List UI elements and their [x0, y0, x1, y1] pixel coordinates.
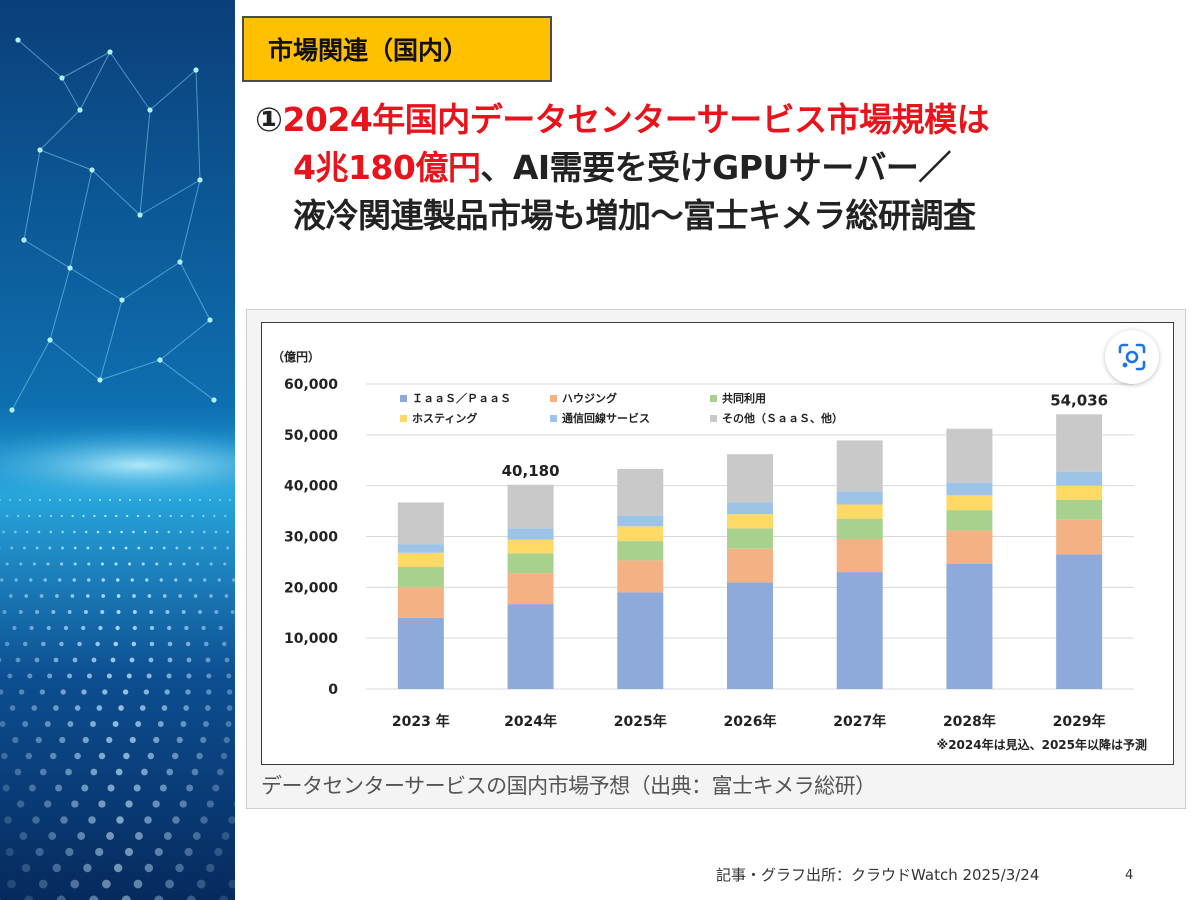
lens-glyph — [1118, 343, 1146, 371]
legend-swatch — [710, 415, 717, 422]
y-tick-label: 20,000 — [284, 580, 338, 596]
legend-label: 共同利用 — [722, 391, 766, 405]
slide-headline: ①2024年国内データセンターサービス市場規模は 4兆180億円、AI需要を受け… — [255, 96, 1195, 240]
bar-segment — [836, 504, 883, 519]
legend-swatch — [550, 415, 557, 422]
network-globe-graphic — [0, 0, 235, 900]
bar-segment — [507, 553, 554, 574]
bar-segment — [836, 440, 883, 492]
page-number: 4 — [1125, 868, 1134, 883]
legend-swatch — [710, 395, 717, 402]
legend-label: ホスティング — [412, 411, 477, 425]
y-tick-label: 60,000 — [284, 377, 338, 393]
bar-segment — [727, 528, 773, 549]
y-tick-label: 40,000 — [284, 479, 338, 495]
bar-segment — [946, 428, 993, 483]
bar-segment — [617, 592, 664, 689]
legend-swatch — [400, 395, 407, 402]
headline-line-2: 4兆180億円、AI需要を受けGPUサーバー／ — [255, 144, 1195, 192]
y-tick-label: 30,000 — [284, 530, 338, 546]
chart-frame: 0 10,000 20,000 30,000 40,000 50,000 60,000 20… — [261, 322, 1174, 765]
bar-segment — [507, 604, 554, 689]
bar-segment — [507, 539, 554, 554]
bar-segment — [946, 482, 993, 496]
bar-segment — [617, 468, 664, 516]
bar-segment — [727, 514, 773, 529]
bar-segment — [946, 563, 993, 689]
data-label: 54,036 — [1050, 391, 1108, 409]
bar-segment — [727, 502, 773, 515]
google-lens-icon[interactable] — [1105, 330, 1159, 384]
bar-segment — [507, 573, 554, 605]
x-tick-label: 2029年 — [1053, 713, 1106, 730]
y-axis-unit-label: （億円） — [272, 349, 320, 364]
legend-swatch — [550, 395, 557, 402]
headline-red-part-1: 2024年国内データセンターサービス市場規模は — [282, 100, 990, 139]
legend-swatch — [400, 415, 407, 422]
x-tick-label: 2023 年 — [392, 713, 450, 730]
bar-segment — [836, 572, 883, 689]
headline-marker: ① — [255, 100, 283, 139]
figure-caption: データセンターサービスの国内市場予想（出典：富士キメラ総研） — [261, 774, 876, 798]
headline-line-1: ①2024年国内データセンターサービス市場規模は — [255, 96, 1195, 144]
bar-segment — [727, 454, 773, 503]
legend-label: その他（ＳａａＳ、他） — [722, 411, 843, 425]
bar-segment — [397, 502, 444, 545]
bar-segment — [617, 515, 664, 527]
bar-segment — [1056, 499, 1103, 520]
bar-segment — [727, 548, 773, 583]
article-source: 記事・グラフ出所：クラウドWatch 2025/3/24 — [716, 866, 1040, 884]
legend-label: 通信回線サービス — [562, 411, 650, 425]
x-tick-label: 2024年 — [504, 713, 557, 730]
bar-segment — [397, 587, 444, 618]
bar-segment — [617, 541, 664, 561]
bar-segment — [397, 552, 444, 567]
bar-segment — [1056, 554, 1103, 689]
stacked-bar-chart: 0 10,000 20,000 30,000 40,000 50,000 60,000 20… — [272, 349, 1147, 752]
bar-segment — [1056, 471, 1103, 486]
bar-segment — [1056, 485, 1103, 500]
bar-segment — [1056, 414, 1103, 472]
headline-red-part-2: 4兆180億円 — [293, 148, 481, 187]
bar-segment — [946, 510, 993, 531]
y-tick-label: 10,000 — [284, 631, 338, 647]
legend-label: ハウジング — [562, 391, 617, 405]
bar-segment — [397, 567, 444, 588]
x-tick-label: 2025年 — [614, 713, 667, 730]
bar-segment — [946, 530, 993, 564]
y-tick-label: 50,000 — [284, 428, 338, 444]
decorative-network-panel — [0, 0, 235, 900]
bar-segment — [836, 518, 883, 540]
chart-figure: 0 10,000 20,000 30,000 40,000 50,000 60,000 20… — [246, 309, 1186, 809]
bar-segment — [397, 544, 444, 553]
bar-segment — [946, 495, 993, 511]
bar-segment — [617, 526, 664, 542]
bar-segment — [507, 528, 554, 540]
legend-label: ＩａａＳ／ＰａａＳ — [412, 392, 511, 405]
bar-segment — [397, 617, 444, 689]
x-tick-label: 2026年 — [724, 713, 777, 730]
bar-segment — [836, 491, 883, 505]
section-tag: 市場関連（国内） — [242, 16, 552, 82]
bar-segment — [507, 484, 554, 529]
y-tick-label: 0 — [328, 682, 338, 698]
section-tag-label: 市場関連（国内） — [268, 36, 469, 65]
headline-line-2-rest: 、AI需要を受けGPUサーバー／ — [480, 148, 951, 187]
bar-segment — [617, 560, 664, 593]
headline-line-3: 液冷関連製品市場も増加～富士キメラ総研調査 — [293, 196, 976, 235]
bar-segment — [1056, 519, 1103, 555]
bar-segment — [836, 539, 883, 573]
bar-segment — [727, 582, 773, 689]
chart-note: ※2024年は見込、2025年以降は予測 — [937, 737, 1147, 752]
x-tick-label: 2028年 — [943, 713, 996, 730]
x-tick-label: 2027年 — [833, 713, 886, 730]
data-label: 40,180 — [502, 462, 560, 480]
